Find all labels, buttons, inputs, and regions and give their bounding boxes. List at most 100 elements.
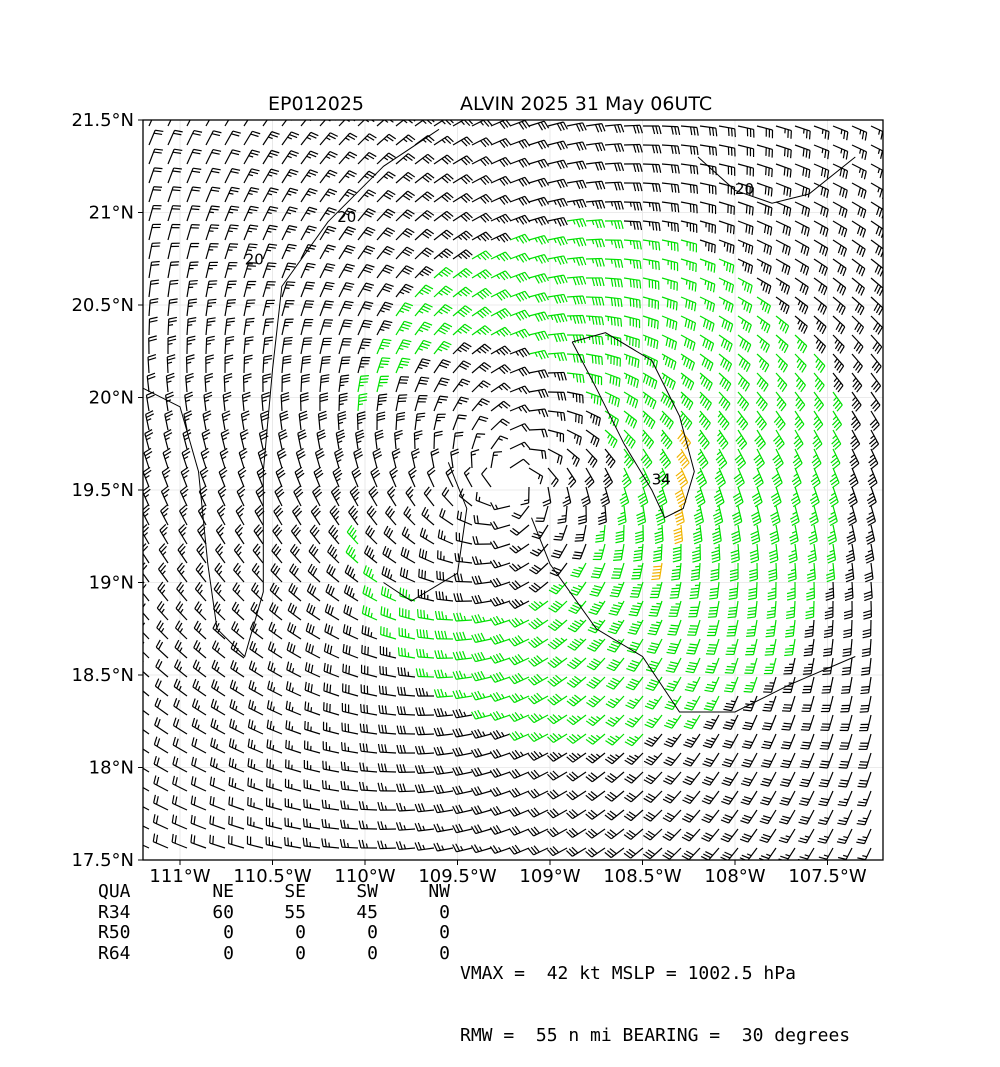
contour-label: 20: [337, 208, 356, 226]
wind-barb: [149, 130, 163, 145]
wind-barb: [491, 120, 511, 129]
wind-barb: [471, 825, 491, 834]
wind-barb: [472, 399, 490, 411]
wind-barb: [249, 700, 263, 715]
wind-barb: [267, 759, 282, 772]
wind-barb: [510, 253, 530, 262]
wind-barb: [731, 525, 740, 544]
wind-barb: [314, 467, 323, 487]
wind-barb: [699, 411, 710, 430]
wind-barb: [871, 278, 883, 296]
wind-barb: [629, 601, 643, 616]
wind-barb: [681, 183, 697, 194]
wind-barb: [781, 715, 795, 730]
wind-barb: [280, 411, 289, 430]
wind-barb: [248, 739, 263, 753]
wind-barb: [554, 525, 567, 540]
wind-barb: [725, 658, 738, 673]
wind-barb: [814, 373, 824, 392]
wind-barb: [320, 264, 335, 278]
wind-barb: [197, 544, 206, 563]
wind-barb: [149, 280, 159, 297]
wind-barb: [509, 581, 529, 590]
wind-barb: [396, 822, 415, 830]
wind-barb: [281, 393, 289, 411]
wind-barb: [647, 639, 662, 653]
wind-barb: [298, 430, 307, 449]
wind-barb: [776, 183, 791, 197]
wind-barb: [212, 641, 225, 658]
wind-barb: [814, 145, 829, 159]
wind-barb: [567, 695, 586, 706]
wind-barb: [569, 582, 586, 595]
wind-barb: [814, 392, 824, 411]
wind-barb: [818, 829, 833, 843]
wind-barb: [375, 430, 383, 449]
wind-barb: [624, 145, 642, 153]
wind-barb: [859, 715, 871, 731]
wind-barb: [305, 701, 320, 715]
table-cell: 0: [162, 923, 234, 944]
wind-barb: [757, 354, 769, 372]
wind-barb: [593, 544, 605, 559]
wind-barb: [567, 468, 576, 487]
wind-barb: [863, 601, 871, 619]
wind-barb: [643, 145, 661, 153]
wind-barb: [255, 505, 264, 525]
wind-barb: [225, 318, 235, 335]
wind-barb: [814, 126, 829, 140]
wind-barb: [225, 337, 234, 354]
wind-barb: [434, 396, 448, 411]
wind-barb: [358, 358, 370, 373]
wind-barb: [622, 468, 631, 488]
wind-barb: [805, 601, 814, 619]
wind-barb: [309, 544, 320, 563]
wind-barb: [339, 301, 353, 316]
wind-barb: [871, 335, 882, 354]
wind-barb: [643, 411, 655, 429]
wind-barb: [605, 392, 619, 407]
wind-barb: [529, 563, 548, 574]
wind-barb: [681, 354, 694, 370]
wind-barb: [737, 411, 748, 430]
wind-barb: [308, 564, 320, 582]
wind-barb: [206, 281, 217, 297]
wind-barb: [221, 430, 229, 449]
wind-barb: [267, 798, 282, 810]
wind-barb: [628, 620, 643, 634]
wind-barb: [605, 144, 624, 152]
wind-barb: [282, 301, 295, 316]
wind-barb: [301, 226, 317, 240]
wind-barb: [701, 829, 719, 841]
wind-barb: [187, 187, 201, 202]
wind-barb: [229, 758, 244, 772]
wind-barb: [180, 486, 188, 506]
wind-barb: [643, 316, 658, 329]
wind-barb: [330, 506, 339, 525]
wind-barb: [578, 506, 586, 524]
wind-barb: [624, 335, 639, 348]
wind-barb: [472, 652, 491, 662]
wind-barb: [852, 183, 866, 199]
wind-barb: [435, 611, 453, 620]
wind-barb: [157, 621, 168, 639]
wind-barb: [453, 709, 472, 718]
wind-barb: [319, 411, 327, 430]
wind-barb: [383, 546, 396, 563]
wind-barb: [490, 672, 510, 682]
wind-barb: [719, 316, 733, 332]
wind-barb: [719, 354, 732, 371]
wind-barb: [721, 810, 738, 823]
wind-barb: [757, 164, 772, 177]
wind-barb: [339, 393, 348, 411]
wind-barb: [529, 236, 549, 245]
wind-barb: [301, 189, 317, 202]
wind-barb: [548, 675, 567, 686]
wind-barb: [586, 810, 605, 819]
wind-barb: [400, 608, 415, 620]
wind-barb: [780, 772, 795, 786]
wind-barb: [548, 314, 567, 323]
wind-barb: [776, 126, 791, 139]
wind-barb: [381, 626, 396, 639]
wind-barb: [611, 563, 624, 578]
